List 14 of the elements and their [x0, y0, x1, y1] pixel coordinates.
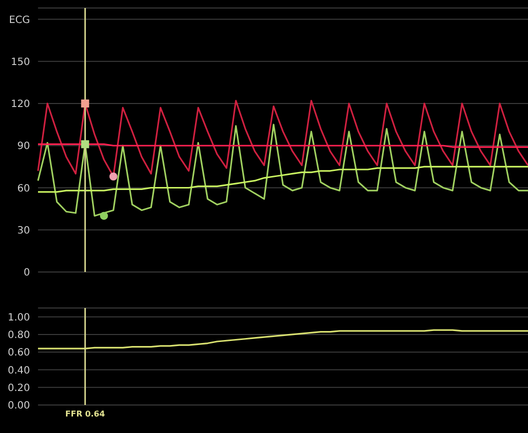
y-tick-label: 90 [17, 141, 30, 152]
y-tick-label: 120 [10, 99, 30, 110]
y-tick-label: 0.00 [8, 400, 30, 412]
y-tick-label: 30 [17, 225, 30, 236]
text: FFR 0.64 [65, 410, 106, 419]
y-tick-label: 0 [24, 268, 30, 279]
y-tick-label: ECG [8, 14, 30, 26]
y-tick-label: 0.40 [8, 365, 30, 376]
y-tick-label: 0.20 [8, 382, 30, 394]
y-tick-label: 1.00 [8, 312, 30, 324]
y-tick-label: 60 [17, 183, 30, 194]
y-tick-label: 150 [10, 56, 30, 68]
y-tick-label: 0.60 [8, 348, 30, 359]
y-tick-label: 0.80 [8, 330, 30, 342]
